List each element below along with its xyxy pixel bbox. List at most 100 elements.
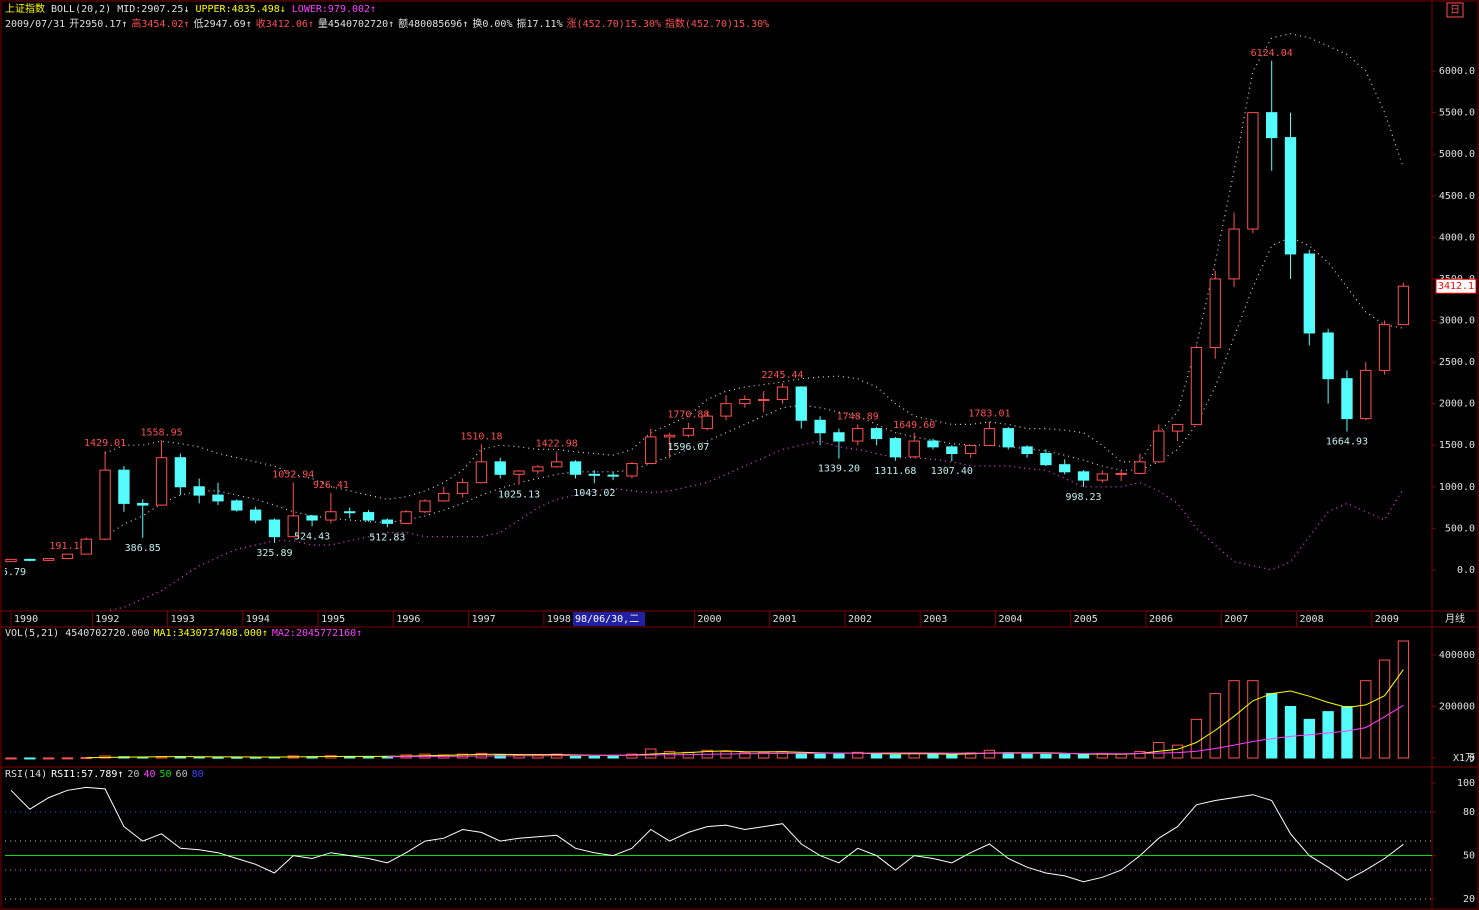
volume-bar: [776, 751, 789, 759]
y-tick-label: 3000.0: [1439, 316, 1475, 327]
y-tick-label: 1000.0: [1439, 482, 1475, 493]
x-tick-label: 2006: [1149, 614, 1173, 625]
volume-bar: [852, 751, 864, 759]
volume-bar: [607, 755, 619, 759]
candle-body: [1266, 112, 1278, 139]
y-tick-label: 5500.0: [1439, 108, 1475, 119]
volume-bar: [1266, 693, 1278, 759]
candle-body: [1397, 285, 1410, 326]
candle-body: [1134, 461, 1146, 474]
high-label: 191.18: [49, 541, 85, 552]
volume-bar: [1397, 640, 1410, 759]
volume-bar: [1077, 753, 1090, 759]
candle-body: [1115, 472, 1127, 475]
last-price-tag: 3412.1: [1438, 281, 1474, 292]
candle-body: [852, 428, 864, 442]
y-tick-label: 200000: [1439, 701, 1475, 712]
info-item: 量4540702720↑: [318, 18, 394, 30]
series-line: [104, 440, 1404, 611]
info-item: 开2950.17↑: [69, 19, 127, 30]
high-label: 1429.01: [84, 438, 126, 449]
low-label: 1025.13: [498, 490, 540, 501]
y-tick-label: 20: [1463, 894, 1475, 905]
candle-body: [344, 511, 356, 514]
cursor-label-bg: [573, 612, 645, 626]
indicator-value: LOWER:979.002↑: [292, 4, 376, 15]
y-tick-label: 0: [1469, 753, 1475, 764]
candle-body: [419, 500, 431, 513]
candle-body: [983, 428, 996, 446]
low-label: 1311.68: [874, 466, 916, 477]
candle-body: [306, 515, 318, 521]
candle-body: [61, 553, 74, 560]
volume-bar: [42, 757, 55, 760]
volume-bar: [1341, 705, 1353, 759]
candle-body: [776, 386, 789, 400]
x-tick-label: 1995: [321, 614, 345, 625]
candle-body: [795, 386, 807, 421]
candle-body: [80, 538, 92, 555]
volume-bar: [626, 753, 638, 759]
candle-body: [1209, 278, 1221, 349]
last-price-box: [1435, 278, 1477, 294]
high-label: 1783.01: [968, 409, 1010, 420]
volume-bar: [720, 751, 732, 759]
candle-body: [1322, 332, 1334, 380]
indicator-value: UPPER:4835.498↓: [195, 4, 285, 15]
candle-body: [494, 461, 506, 475]
level-label: 20: [127, 769, 139, 780]
indicator: BOLL(20,2): [51, 4, 111, 15]
candle-body: [1021, 446, 1033, 455]
series-line: [104, 33, 1404, 500]
info-item: 高3454.02↑: [131, 17, 189, 30]
candle-body: [1341, 378, 1353, 420]
candle-body: [927, 440, 939, 448]
x-tick-label: 2009: [1375, 614, 1399, 625]
series-line: [104, 236, 1404, 538]
volume-bar: [1284, 705, 1297, 759]
volume-bar: [1303, 718, 1315, 759]
info-item: 2009/07/31: [5, 19, 65, 30]
low-label: 1307.40: [931, 466, 973, 477]
volume-bar: [927, 753, 939, 759]
candle-body: [362, 512, 375, 521]
candle-body: [645, 436, 657, 465]
y-tick-label: 6000.0: [1439, 66, 1475, 77]
candle-body: [513, 470, 525, 475]
candle-body: [1247, 112, 1259, 230]
volume-bar: [61, 757, 74, 760]
y-tick-label: 4500.0: [1439, 191, 1475, 202]
candle-body: [720, 403, 732, 417]
x-tick-label: 2003: [923, 614, 947, 625]
candle-body: [99, 469, 111, 540]
period-button-label[interactable]: 日: [1450, 5, 1460, 16]
candle-body: [946, 446, 958, 455]
x-tick-label: 2004: [998, 614, 1022, 625]
price-header: 上证指数 BOLL(20,2) MID:2907.25↓ UPPER:4835.498…: [5, 2, 376, 15]
candle-body: [5, 558, 17, 563]
candle-body: [231, 500, 243, 511]
candle-body: [814, 419, 826, 434]
y-tick-label: 2500.0: [1439, 357, 1475, 368]
x-tick-label: 2000: [697, 614, 721, 625]
candle-body: [212, 494, 224, 502]
volume-bar: [1322, 711, 1334, 759]
info-item: 振17.11%: [516, 17, 562, 30]
volume-bar: [739, 752, 751, 759]
y-tick-label: 50: [1463, 851, 1475, 862]
candle-body: [908, 440, 920, 458]
candle-body: [1059, 464, 1071, 473]
candle-body: [1284, 137, 1297, 255]
high-label: 1422.98: [536, 439, 578, 450]
candle-body: [137, 502, 149, 506]
candle-body: [1002, 428, 1014, 448]
high-label: 1052.94: [272, 469, 314, 480]
low-label: 1339.20: [818, 464, 860, 475]
volume-bar: [889, 754, 902, 759]
period-button[interactable]: [1446, 2, 1464, 18]
high-label: 1649.60: [893, 420, 935, 431]
volume-bar: [1059, 753, 1071, 759]
volume-bar: [1040, 753, 1052, 759]
unit-label: X1万: [1453, 753, 1475, 764]
low-label: 1664.93: [1326, 437, 1368, 448]
